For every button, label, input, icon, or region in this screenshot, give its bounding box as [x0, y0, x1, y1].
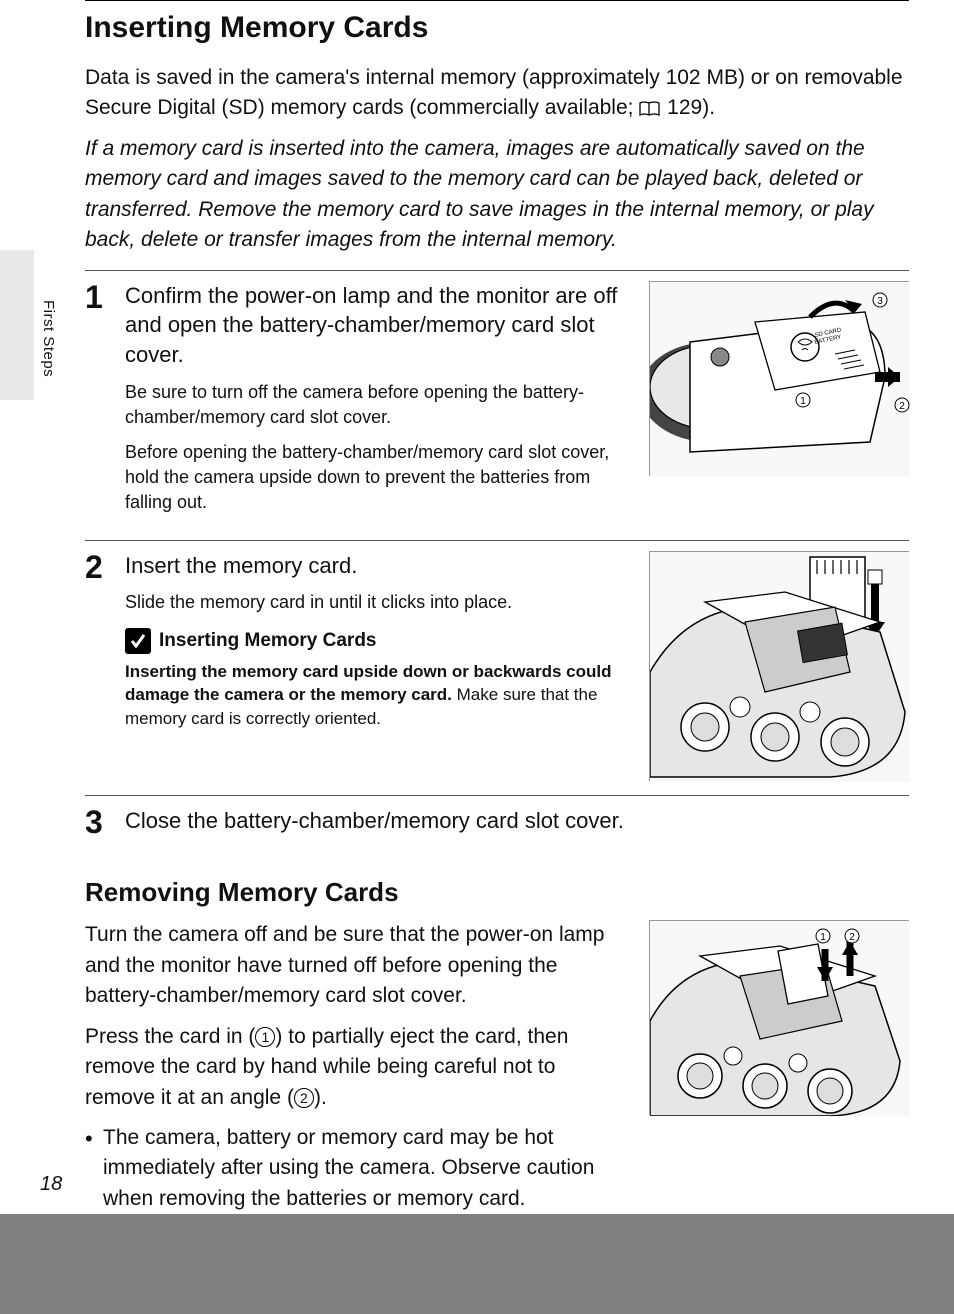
page-number: 18 — [40, 1173, 62, 1196]
removing-bullets: The camera, battery or memory card may b… — [85, 1123, 631, 1214]
page: First Steps Inserting Memory Cards Data … — [0, 0, 954, 1214]
removing-p1: Turn the camera off and be sure that the… — [85, 920, 631, 1011]
caution-icon — [125, 628, 151, 654]
page-ref-icon — [639, 101, 661, 117]
intro-tail: ). — [702, 96, 715, 119]
step-2-sub-1: Slide the memory card in until it clicks… — [125, 590, 631, 615]
page-title: Inserting Memory Cards — [85, 0, 909, 45]
step-1: 1 Confirm the power-on lamp and the moni… — [85, 270, 909, 540]
svg-text:2: 2 — [849, 932, 855, 943]
step-number: 2 — [85, 551, 113, 583]
intro-text: Data is saved in the camera's internal m… — [85, 66, 903, 119]
svg-text:1: 1 — [820, 932, 826, 943]
removing-p2c: ). — [314, 1086, 327, 1109]
step-number: 3 — [85, 806, 113, 838]
removing-title: Removing Memory Cards — [85, 877, 909, 908]
step-3-heading: Close the battery-chamber/memory card sl… — [125, 806, 909, 836]
caution-title: Inserting Memory Cards — [159, 630, 377, 652]
circled-1: 1 — [255, 1027, 275, 1047]
callout-1-label: 1 — [800, 396, 806, 407]
removing-p2: Press the card in (1) to partially eject… — [85, 1022, 631, 1113]
callout-2-label: 2 — [899, 401, 905, 412]
intro-italic-paragraph: If a memory card is inserted into the ca… — [85, 134, 909, 256]
page-ref-number: 129 — [667, 96, 702, 119]
illustration-step-2 — [649, 551, 909, 781]
step-2-heading: Insert the memory card. — [125, 551, 631, 581]
step-3: 3 Close the battery-chamber/memory card … — [85, 795, 909, 860]
illustration-removing: 1 2 — [649, 920, 909, 1115]
caution-note: Inserting Memory Cards Inserting the mem… — [125, 628, 631, 731]
caution-body: Inserting the memory card upside down or… — [125, 660, 631, 731]
intro-paragraph: Data is saved in the camera's internal m… — [85, 63, 909, 124]
illustration-step-1: 1 2 3 SD CARD BATTERY — [649, 281, 909, 476]
chapter-tab — [0, 250, 34, 400]
callout-3-label: 3 — [877, 296, 883, 307]
removing-bullet-1: The camera, battery or memory card may b… — [103, 1123, 631, 1214]
chapter-label: First Steps — [40, 300, 57, 377]
step-2: 2 Insert the memory card. Slide the memo… — [85, 540, 909, 795]
step-1-sub-2: Before opening the battery-chamber/memor… — [125, 440, 631, 516]
step-1-sub-1: Be sure to turn off the camera before op… — [125, 380, 631, 430]
step-1-heading: Confirm the power-on lamp and the monito… — [125, 281, 631, 370]
circled-2: 2 — [294, 1088, 314, 1108]
step-number: 1 — [85, 281, 113, 313]
removing-p2a: Press the card in ( — [85, 1025, 255, 1048]
